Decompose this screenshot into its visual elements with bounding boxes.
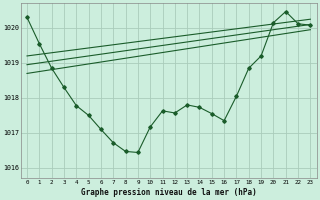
- X-axis label: Graphe pression niveau de la mer (hPa): Graphe pression niveau de la mer (hPa): [81, 188, 257, 197]
